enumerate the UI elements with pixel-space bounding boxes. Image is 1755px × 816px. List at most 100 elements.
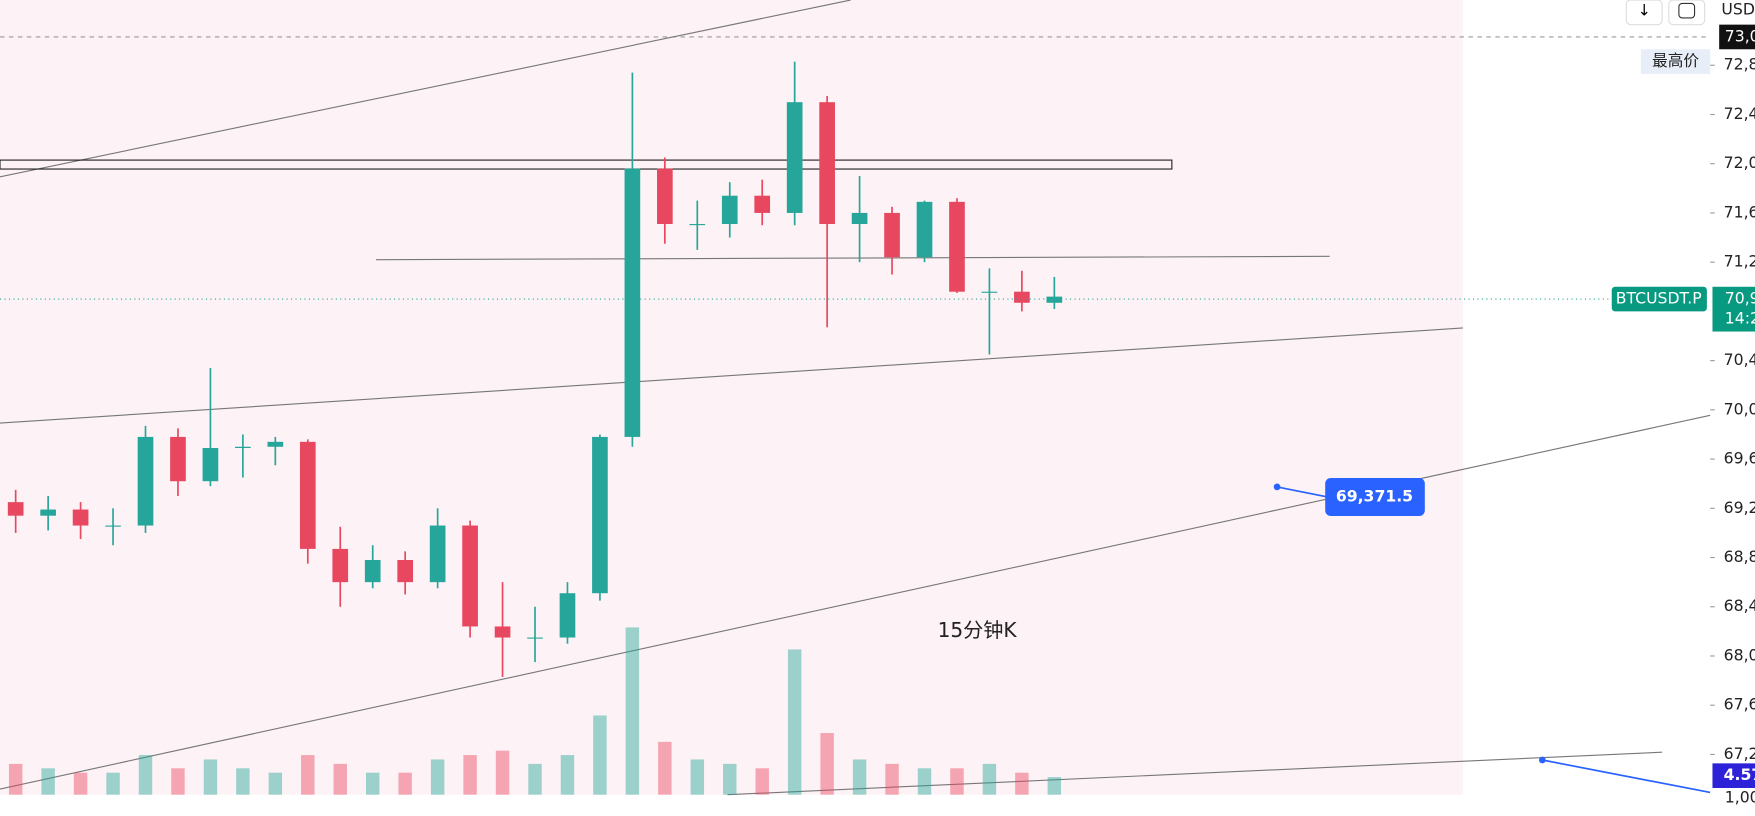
volume-bar bbox=[106, 772, 120, 795]
max-price-label: 73,0 bbox=[1725, 26, 1755, 45]
volume-bar bbox=[463, 755, 477, 795]
button-icon[interactable] bbox=[1678, 2, 1696, 19]
volume-bar bbox=[593, 715, 607, 795]
candle-body bbox=[851, 212, 868, 225]
y-tick-label: 68,8 bbox=[1724, 547, 1755, 566]
last-price-label: 70,9 bbox=[1725, 289, 1755, 308]
candle-body bbox=[462, 525, 478, 627]
volume-bar bbox=[398, 772, 412, 795]
candle-body bbox=[592, 436, 608, 594]
y-tick-label: 72,8 bbox=[1724, 55, 1755, 74]
price-axis bbox=[1710, 0, 1755, 816]
volume-bar bbox=[755, 768, 769, 795]
countdown: 14:2 bbox=[1725, 309, 1755, 328]
candle-body bbox=[7, 502, 24, 516]
button-icon[interactable]: ↓ bbox=[1638, 1, 1651, 20]
volume-bar bbox=[365, 772, 380, 795]
volume-bar bbox=[982, 763, 997, 795]
chart-bg bbox=[0, 0, 1463, 795]
candle-body bbox=[721, 195, 738, 225]
y-tick-label: 71,2 bbox=[1724, 252, 1755, 271]
candle-body bbox=[494, 626, 511, 638]
candle-body bbox=[137, 436, 154, 526]
y-tick-label: 69,2 bbox=[1724, 498, 1755, 517]
callout-line bbox=[1542, 759, 1711, 794]
candle-body bbox=[202, 447, 219, 482]
candle-body bbox=[1046, 296, 1063, 303]
y-tick-label: 67,6 bbox=[1724, 695, 1755, 714]
y-tick-label: 70,0 bbox=[1724, 399, 1755, 418]
volume-bar bbox=[73, 772, 88, 795]
y-tick-label: 72,4 bbox=[1724, 104, 1755, 123]
y-tick-label: 68,4 bbox=[1724, 596, 1755, 615]
volume-axis-label: 1,00 bbox=[1725, 788, 1755, 807]
candle-body bbox=[754, 195, 771, 213]
volume-bar bbox=[203, 759, 218, 795]
max-price-tag bbox=[1719, 24, 1755, 50]
candle-body bbox=[170, 436, 186, 482]
candle-body bbox=[364, 559, 381, 583]
volume-label: 4.57 bbox=[1724, 765, 1755, 784]
level-line bbox=[376, 255, 1330, 261]
candle-body bbox=[299, 441, 316, 549]
candle-body bbox=[981, 291, 998, 293]
annotation: 69,371.5 bbox=[1336, 486, 1413, 505]
callout-line bbox=[1276, 486, 1328, 498]
volume-bar bbox=[917, 768, 932, 795]
button[interactable] bbox=[1668, 0, 1706, 26]
volume-tag bbox=[1712, 763, 1755, 788]
volume-bar bbox=[820, 733, 834, 795]
y-tick-label: 70,4 bbox=[1724, 350, 1755, 369]
symbol-tag bbox=[1611, 286, 1707, 312]
candle-body bbox=[819, 102, 835, 225]
candle-body bbox=[332, 548, 349, 583]
volume-bar bbox=[268, 772, 283, 795]
volume-bar bbox=[41, 768, 55, 795]
volume-bar bbox=[625, 627, 640, 795]
volume-bar bbox=[171, 768, 185, 795]
candle-body bbox=[235, 446, 251, 448]
y-tick-label: 68,0 bbox=[1724, 645, 1755, 664]
candle-body bbox=[397, 559, 414, 583]
range-box bbox=[0, 159, 1173, 170]
volume-bar bbox=[658, 741, 672, 795]
trend-line bbox=[0, 414, 1711, 790]
timeframe-note: 15分钟K bbox=[938, 618, 1018, 642]
volume-bar bbox=[1015, 772, 1029, 795]
high-tag: 最高价 bbox=[1652, 51, 1699, 70]
candle-body bbox=[72, 509, 89, 526]
candle-body bbox=[40, 509, 56, 516]
button[interactable] bbox=[1625, 0, 1663, 26]
candle-body bbox=[884, 212, 900, 258]
anchor-dot bbox=[1273, 483, 1281, 491]
volume-bar bbox=[852, 759, 867, 795]
volume-bar bbox=[950, 768, 964, 795]
volume-bar bbox=[528, 763, 542, 795]
anchor-dot bbox=[1538, 756, 1546, 764]
volume-bar bbox=[430, 759, 445, 795]
candle-body bbox=[657, 168, 673, 225]
trend-line bbox=[727, 751, 1663, 796]
y-tick-label: 69,6 bbox=[1724, 449, 1755, 468]
candle-body bbox=[949, 201, 965, 292]
volume-bar bbox=[495, 750, 510, 795]
candle-body bbox=[916, 201, 933, 258]
currency: USD bbox=[1721, 0, 1754, 19]
volume-bar bbox=[690, 759, 705, 795]
candle-body bbox=[527, 637, 543, 639]
volume-bar bbox=[236, 768, 250, 795]
candle-body bbox=[1014, 291, 1030, 303]
annotation-box bbox=[1325, 477, 1425, 517]
y-tick-label: 71,6 bbox=[1724, 202, 1755, 221]
volume-bar bbox=[333, 763, 347, 795]
volume-bar bbox=[301, 755, 315, 795]
candle-body bbox=[429, 525, 446, 583]
candle-body bbox=[624, 168, 641, 437]
y-tick-label: 72,0 bbox=[1724, 153, 1755, 172]
volume-bar bbox=[138, 755, 153, 795]
volume-bar bbox=[787, 649, 802, 795]
candle-body bbox=[786, 102, 803, 213]
volume-bar bbox=[723, 763, 737, 795]
